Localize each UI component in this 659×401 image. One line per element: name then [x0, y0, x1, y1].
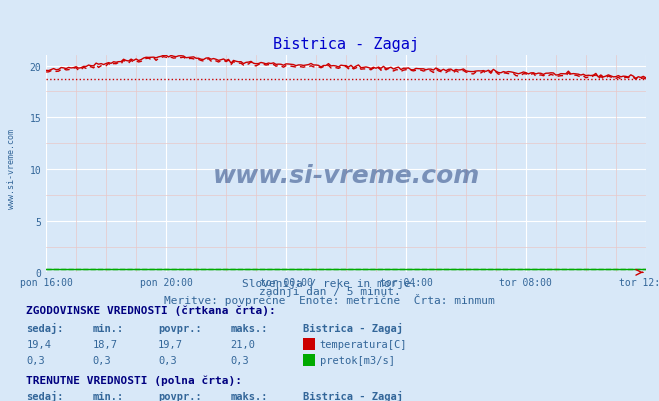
- Text: maks.:: maks.:: [231, 391, 268, 401]
- Title: Bistrica - Zagaj: Bistrica - Zagaj: [273, 37, 419, 52]
- Text: Slovenija / reke in morje.: Slovenija / reke in morje.: [242, 279, 417, 289]
- Text: www.si-vreme.com: www.si-vreme.com: [7, 128, 16, 209]
- Text: 0,3: 0,3: [26, 355, 45, 365]
- Text: sedaj:: sedaj:: [26, 322, 64, 333]
- Text: min.:: min.:: [92, 323, 123, 333]
- Text: www.si-vreme.com: www.si-vreme.com: [212, 163, 480, 187]
- Text: 19,4: 19,4: [26, 339, 51, 349]
- Text: TRENUTNE VREDNOSTI (polna črta):: TRENUTNE VREDNOSTI (polna črta):: [26, 375, 243, 385]
- Text: povpr.:: povpr.:: [158, 323, 202, 333]
- Text: sedaj:: sedaj:: [26, 391, 64, 401]
- Text: ZGODOVINSKE VREDNOSTI (črtkana črta):: ZGODOVINSKE VREDNOSTI (črtkana črta):: [26, 304, 276, 315]
- Text: maks.:: maks.:: [231, 323, 268, 333]
- Text: povpr.:: povpr.:: [158, 391, 202, 401]
- Text: pretok[m3/s]: pretok[m3/s]: [320, 355, 395, 365]
- Text: min.:: min.:: [92, 391, 123, 401]
- Text: 0,3: 0,3: [92, 355, 111, 365]
- Text: 0,3: 0,3: [158, 355, 177, 365]
- Text: 18,7: 18,7: [92, 339, 117, 349]
- Text: temperatura[C]: temperatura[C]: [320, 339, 407, 349]
- Text: zadnji dan / 5 minut.: zadnji dan / 5 minut.: [258, 287, 401, 297]
- Text: Meritve: povprečne  Enote: metrične  Črta: minmum: Meritve: povprečne Enote: metrične Črta:…: [164, 293, 495, 305]
- Text: 0,3: 0,3: [231, 355, 249, 365]
- Text: Bistrica - Zagaj: Bistrica - Zagaj: [303, 391, 403, 401]
- Text: Bistrica - Zagaj: Bistrica - Zagaj: [303, 322, 403, 333]
- Text: 21,0: 21,0: [231, 339, 256, 349]
- Text: 19,7: 19,7: [158, 339, 183, 349]
